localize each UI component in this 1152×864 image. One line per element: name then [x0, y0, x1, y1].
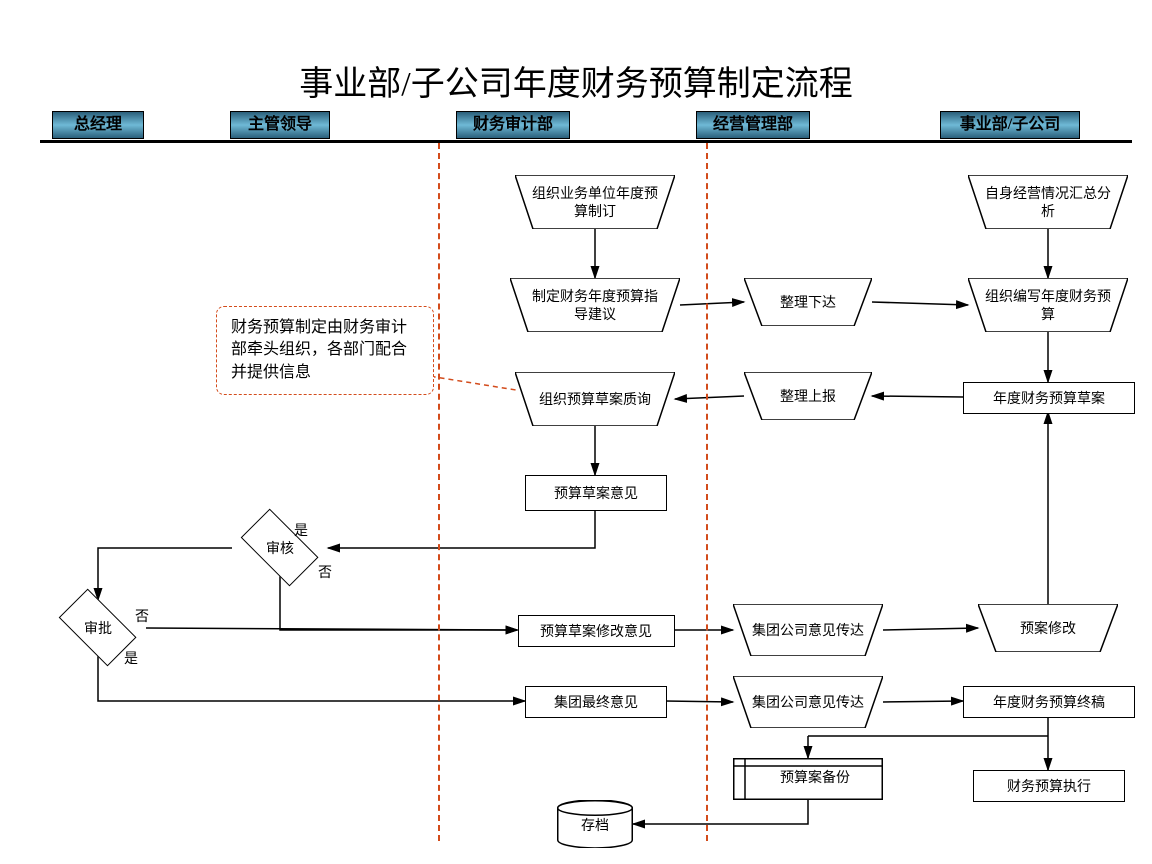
node-n16: 集团公司意见传达 [733, 676, 883, 728]
node-n15: 集团最终意见 [525, 686, 667, 718]
callout-note: 财务预算制定由财务审计部牵头组织，各部门配合并提供信息 [216, 306, 434, 395]
node-n5: 组织编写年度财务预算 [968, 278, 1128, 332]
node-n8: 组织预算草案质询 [515, 372, 675, 426]
label-no1: 否 [318, 562, 332, 582]
node-n3: 整理下达 [744, 278, 872, 326]
header-underline [40, 140, 1132, 143]
node-n6: 年度财务预算草案 [963, 382, 1135, 414]
label-no2: 否 [135, 606, 149, 626]
label-yes1: 是 [294, 520, 308, 540]
lane-header-bu: 事业部/子公司 [940, 111, 1080, 139]
node-n2: 制定财务年度预算指导建议 [510, 278, 680, 332]
node-n20: 存档 [557, 800, 633, 848]
lane-header-sup: 主管领导 [230, 111, 330, 139]
lane-header-ops: 经营管理部 [696, 111, 810, 139]
label-yes2: 是 [124, 648, 138, 668]
lane-divider-0 [438, 143, 440, 841]
node-n4: 自身经营情况汇总分析 [968, 175, 1128, 229]
node-n19: 财务预算执行 [973, 770, 1125, 802]
node-n14: 预案修改 [978, 604, 1118, 652]
node-n9: 预算草案意见 [525, 475, 667, 511]
node-n10: 审核 [232, 520, 328, 576]
lane-header-gm: 总经理 [52, 111, 144, 139]
node-n1: 组织业务单位年度预算制订 [515, 175, 675, 229]
page-title: 事业部/子公司年度财务预算制定流程 [0, 56, 1152, 105]
node-n13: 集团公司意见传达 [733, 604, 883, 656]
flowchart-canvas: 事业部/子公司年度财务预算制定流程 总经理 主管领导 财务审计部 经营管理部 事业部/子… [0, 0, 1152, 864]
node-n17: 年度财务预算终稿 [963, 686, 1135, 718]
lane-header-fin: 财务审计部 [456, 111, 570, 139]
node-n12: 预算草案修改意见 [518, 615, 675, 647]
node-n18: 预算案备份 [733, 758, 883, 800]
lane-divider-1 [706, 143, 708, 841]
node-n7: 整理上报 [744, 372, 872, 420]
